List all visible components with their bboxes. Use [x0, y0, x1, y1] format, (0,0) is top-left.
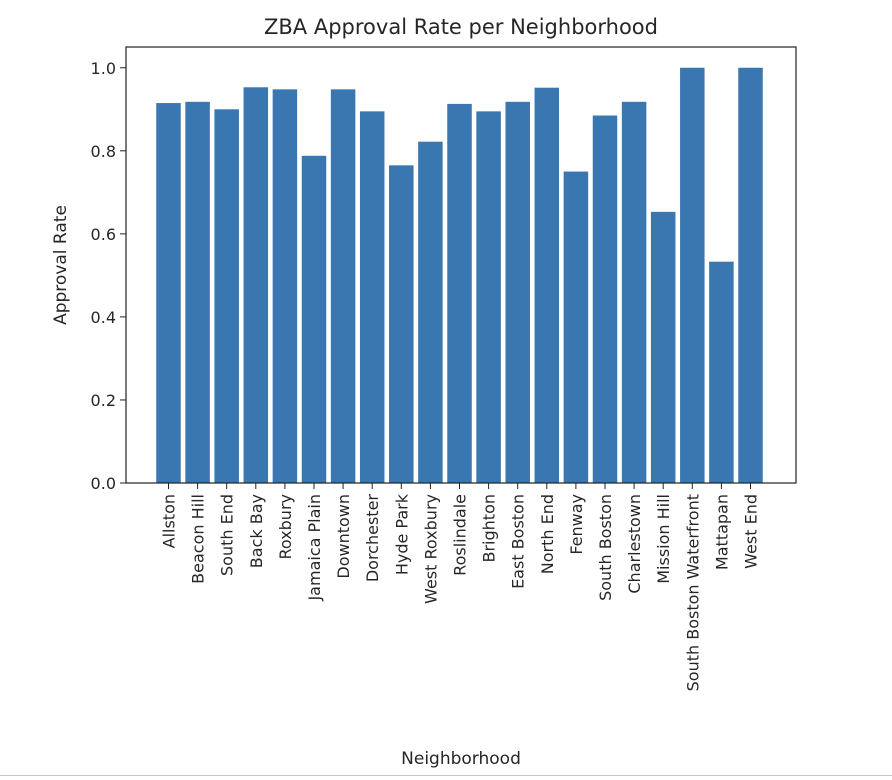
y-tick-label: 0.0	[91, 474, 116, 493]
bar	[418, 141, 443, 484]
bar	[738, 67, 763, 483]
x-tick-label: Dorchester	[363, 494, 382, 583]
x-tick-label: Hyde Park	[392, 493, 411, 575]
chart-title: ZBA Approval Rate per Neighborhood	[264, 15, 658, 39]
bar	[185, 101, 210, 483]
x-tick-label: West Roxbury	[421, 494, 440, 604]
bar	[359, 111, 385, 484]
y-tick-label: 0.8	[91, 142, 116, 161]
x-tick-label: Allston	[160, 494, 179, 548]
x-tick-label: Roxbury	[276, 494, 295, 560]
y-tick-label: 0.4	[91, 308, 116, 327]
x-tick-label: Fenway	[567, 494, 586, 555]
x-tick-label: Jamaica Plain	[305, 494, 324, 602]
bar	[272, 89, 298, 483]
x-axis-label: Neighborhood	[401, 749, 521, 769]
bar	[563, 171, 589, 483]
bars-group	[156, 67, 763, 484]
y-tick-label: 0.2	[91, 391, 116, 410]
x-tick-label: North End	[538, 494, 557, 574]
bar	[592, 115, 618, 483]
x-tick-label: Mattapan	[712, 494, 731, 570]
x-tick-label: South Boston Waterfront	[683, 494, 702, 691]
bar	[505, 101, 530, 483]
x-tick-label: East Boston	[509, 494, 528, 589]
bar	[156, 103, 181, 483]
x-tick-label: South End	[218, 494, 237, 576]
x-tick-label: Roslindale	[451, 494, 470, 576]
bar	[330, 89, 356, 483]
y-tick-label: 0.6	[91, 225, 116, 244]
plot-frame	[125, 46, 797, 484]
x-tick-label: Beacon Hill	[189, 494, 208, 584]
x-tick-label: Charlestown	[625, 494, 644, 594]
x-tick-label: Mission Hill	[654, 494, 673, 584]
x-tick-label: Downtown	[334, 494, 353, 579]
bar	[301, 155, 327, 484]
x-axis-ticks: Allston Beacon Hill South End Back Bay Roxbu…	[160, 483, 761, 691]
x-tick-label: Brighton	[480, 494, 499, 563]
cell-bottom-divider	[0, 775, 892, 776]
bar	[680, 67, 705, 483]
x-tick-label: South Boston	[596, 494, 615, 601]
x-tick-label: West End	[742, 494, 761, 569]
bar	[389, 165, 414, 483]
bar	[621, 101, 647, 483]
bar	[650, 211, 676, 483]
bar	[476, 111, 501, 484]
y-tick-label: 1.0	[91, 59, 116, 78]
y-axis-ticks: 0.0 0.2 0.4 0.6 0.8 1.0	[91, 59, 126, 493]
x-tick-label: Back Bay	[247, 494, 266, 568]
bar	[534, 87, 560, 483]
bar	[447, 103, 472, 483]
y-axis-label: Approval Rate	[51, 205, 71, 325]
bar	[214, 109, 239, 483]
bar	[709, 261, 734, 483]
bar	[243, 87, 269, 483]
